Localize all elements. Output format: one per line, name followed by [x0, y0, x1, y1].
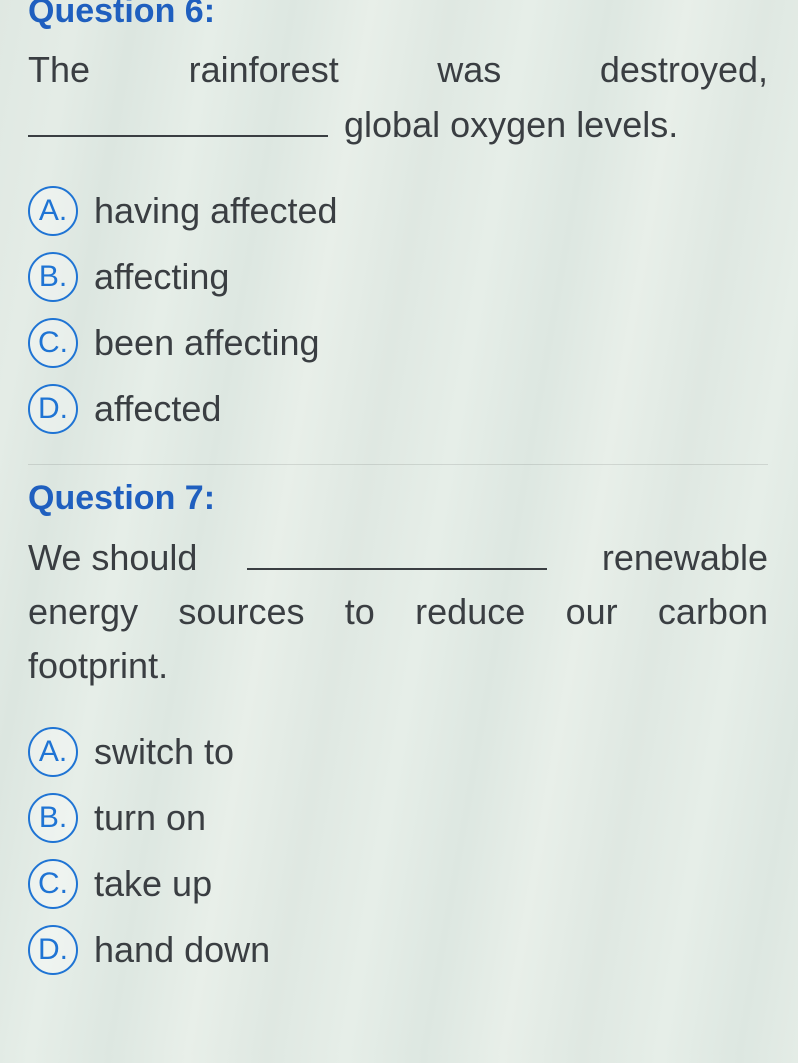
option-b[interactable]: B. affecting — [28, 252, 768, 302]
option-text: been affecting — [94, 322, 320, 364]
q7-word: sources — [178, 585, 304, 639]
option-c[interactable]: C. been affecting — [28, 318, 768, 368]
question-6-prompt: The rainforest was destroyed, global oxy… — [28, 43, 768, 152]
q7-line1-right: renewable — [602, 531, 768, 585]
q7-word: reduce — [415, 585, 525, 639]
question-6-header: Question 6: — [28, 0, 768, 31]
fill-blank — [247, 530, 547, 570]
option-letter: D. — [28, 925, 78, 975]
option-letter: C. — [28, 859, 78, 909]
option-a[interactable]: A. having affected — [28, 186, 768, 236]
option-d[interactable]: D. hand down — [28, 925, 768, 975]
quiz-page: Question 6: The rainforest was destroyed… — [0, 0, 798, 975]
option-letter: B. — [28, 793, 78, 843]
option-letter: A. — [28, 727, 78, 777]
q7-word: energy — [28, 585, 138, 639]
option-text: switch to — [94, 731, 234, 773]
option-letter: D. — [28, 384, 78, 434]
question-7-options: A. switch to B. turn on C. take up D. ha… — [28, 727, 768, 975]
q7-line3: footprint. — [28, 639, 768, 693]
fill-blank — [28, 97, 328, 137]
question-7-header: Question 7: — [28, 479, 768, 518]
option-letter: A. — [28, 186, 78, 236]
question-6-options: A. having affected B. affecting C. been … — [28, 186, 768, 434]
option-d[interactable]: D. affected — [28, 384, 768, 434]
option-text: take up — [94, 863, 212, 905]
q7-line1: We should renewable — [28, 530, 768, 585]
option-a[interactable]: A. switch to — [28, 727, 768, 777]
question-divider — [28, 464, 768, 465]
q7-word: carbon — [658, 585, 768, 639]
option-letter: C. — [28, 318, 78, 368]
option-text: turn on — [94, 797, 206, 839]
q6-word: The — [28, 43, 90, 97]
q6-line2-text: global oxygen levels. — [344, 104, 678, 145]
option-letter: B. — [28, 252, 78, 302]
option-text: affecting — [94, 256, 229, 298]
option-text: having affected — [94, 190, 338, 232]
question-7-prompt: We should renewable energy sources to re… — [28, 530, 768, 693]
option-c[interactable]: C. take up — [28, 859, 768, 909]
option-text: hand down — [94, 929, 270, 971]
q6-word: destroyed, — [600, 43, 768, 97]
q6-word: was — [437, 43, 501, 97]
q6-line1: The rainforest was destroyed, — [28, 43, 768, 97]
q7-line1-left: We should — [28, 531, 197, 585]
option-text: affected — [94, 388, 221, 430]
q6-line2: global oxygen levels. — [28, 97, 768, 152]
q7-word: to — [345, 585, 375, 639]
option-b[interactable]: B. turn on — [28, 793, 768, 843]
q7-word: our — [566, 585, 618, 639]
q6-word: rainforest — [189, 43, 339, 97]
q7-line2: energy sources to reduce our carbon — [28, 585, 768, 639]
